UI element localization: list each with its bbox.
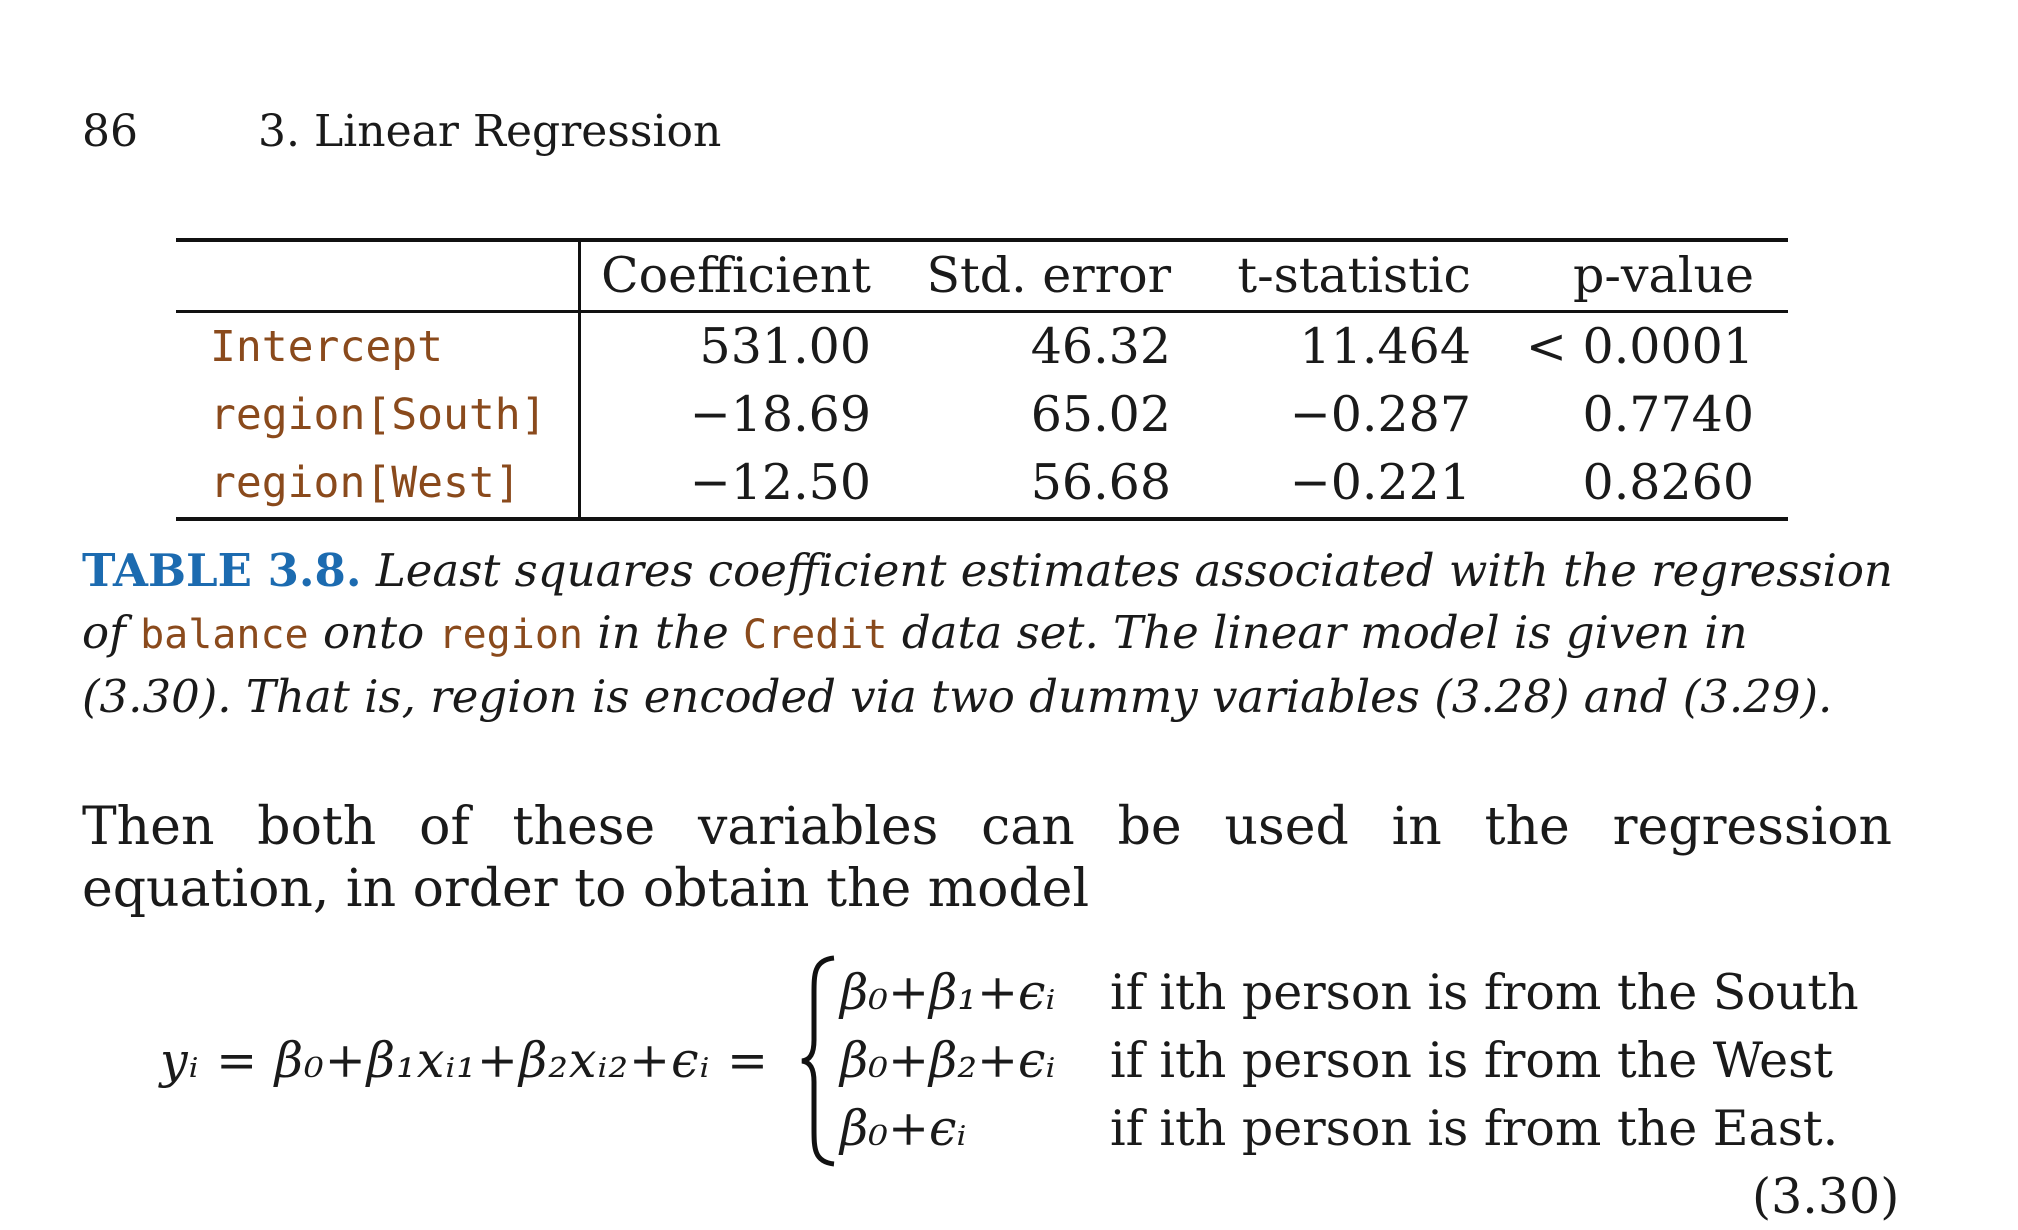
caption-label: TABLE 3.8.: [82, 544, 362, 597]
case-expr: β₀+β₂+ϵᵢ: [840, 1032, 1056, 1089]
cell-p: 0.7740: [1582, 386, 1754, 443]
equation-number: (3.30): [1752, 1168, 1900, 1225]
caption-text: data set. The linear model is given in (…: [82, 606, 1833, 723]
chapter-title: 3. Linear Regression: [258, 106, 722, 157]
col-std-error: Std. error: [926, 247, 1171, 304]
cell-coef: −12.50: [689, 454, 871, 511]
table-header-row: Coefficient Std. error t-statistic p-val…: [176, 240, 1788, 312]
case-expr: β₀+β₁+ϵᵢ: [840, 964, 1056, 1021]
row-name: region[West]: [176, 449, 581, 519]
coefficient-table: Coefficient Std. error t-statistic p-val…: [176, 238, 1788, 521]
table-row: Intercept 531.00 46.32 11.464 < 0.0001: [176, 311, 1788, 381]
cell-t: −0.287: [1289, 386, 1471, 443]
cell-p: 0.8260: [1582, 454, 1754, 511]
equation-lhs: yᵢ = β₀+β₁xᵢ₁+β₂xᵢ₂+ϵᵢ =: [160, 1032, 770, 1089]
case-condition: if ith person is from the South: [1110, 964, 1859, 1021]
cell-se: 46.32: [1030, 318, 1171, 375]
cell-t: −0.221: [1289, 454, 1471, 511]
col-p-value: p-value: [1572, 247, 1754, 304]
table-caption: TABLE 3.8. Least squares coefficient est…: [82, 540, 1902, 728]
row-name: region[South]: [176, 381, 581, 449]
cell-se: 65.02: [1030, 386, 1171, 443]
cell-coef: −18.69: [689, 386, 871, 443]
caption-text: in the: [597, 606, 729, 659]
cell-coef: 531.00: [699, 318, 871, 375]
caption-code: region: [438, 612, 584, 658]
cell-se: 56.68: [1030, 454, 1171, 511]
table-header-blank: [176, 240, 581, 312]
page-header: 86 3. Linear Regression: [82, 106, 721, 157]
caption-code: balance: [140, 612, 309, 658]
caption-text: Least squares coefficient estimates asso…: [82, 544, 1893, 659]
cell-t: 11.464: [1299, 318, 1471, 375]
cell-p: < 0.0001: [1525, 318, 1754, 375]
body-paragraph: Then both of these variables can be used…: [82, 797, 1892, 919]
col-t-statistic: t-statistic: [1237, 247, 1471, 304]
row-name: Intercept: [176, 311, 581, 381]
table-row: region[South] −18.69 65.02 −0.287 0.7740: [176, 381, 1788, 449]
case-condition: if ith person is from the West: [1110, 1032, 1833, 1089]
caption-code: Credit: [743, 612, 888, 658]
caption-text: onto: [322, 606, 425, 659]
table-row: region[West] −12.50 56.68 −0.221 0.8260: [176, 449, 1788, 519]
left-brace-icon: [801, 955, 835, 1167]
page-number: 86: [82, 106, 138, 157]
equation-3-30: yᵢ = β₀+β₁xᵢ₁+β₂xᵢ₂+ϵᵢ = β₀+β₁+ϵᵢ if ith…: [0, 950, 2018, 1230]
case-condition: if ith person is from the East.: [1110, 1100, 1839, 1157]
col-coefficient: Coefficient: [601, 247, 871, 304]
case-expr: β₀+ϵᵢ: [840, 1100, 967, 1157]
